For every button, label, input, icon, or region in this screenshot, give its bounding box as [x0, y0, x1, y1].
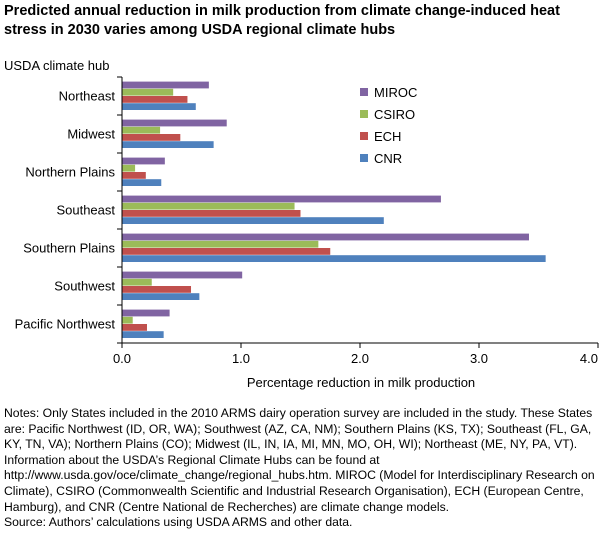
- bar-northeast-ech: [122, 96, 188, 103]
- bar-southeast-csiro: [122, 202, 295, 210]
- legend-label-ech: ECH: [374, 129, 401, 144]
- category-label-southwest: Southwest: [54, 279, 115, 294]
- bar-midwest-csiro: [122, 126, 161, 134]
- category-label-southeast: Southeast: [56, 203, 115, 218]
- bar-southern-plains-ech: [122, 248, 331, 255]
- axes-group: Northeast Midwest Northern Plains Southeast…: [15, 76, 599, 366]
- bar-southeast-miroc: [122, 195, 441, 203]
- bar-pacific-northwest-csiro: [122, 316, 133, 324]
- bar-southern-plains-cnr: [122, 255, 546, 262]
- bar-northern-plains-csiro: [122, 164, 136, 172]
- x-tick-label-1-0: 1.0: [232, 351, 250, 366]
- bar-chart: USDA climate hub Northeast Midwest Norther…: [4, 58, 599, 390]
- legend-swatch-cnr: [360, 154, 368, 162]
- category-label-midwest: Midwest: [67, 127, 115, 142]
- legend: MIROC CSIRO ECH CNR: [360, 85, 417, 166]
- legend-label-csiro: CSIRO: [374, 107, 415, 122]
- legend-label-miroc: MIROC: [374, 85, 417, 100]
- y-axis-title: USDA climate hub: [4, 58, 110, 73]
- bar-southwest-ech: [122, 286, 192, 293]
- legend-swatch-ech: [360, 132, 368, 140]
- bar-midwest-miroc: [122, 119, 227, 127]
- bar-northeast-csiro: [122, 88, 174, 96]
- bar-midwest-ech: [122, 134, 181, 141]
- legend-label-cnr: CNR: [374, 151, 402, 166]
- x-axis-title: Percentage reduction in milk production: [247, 375, 475, 390]
- bars-group: [122, 81, 546, 338]
- x-tick-label-0-0: 0.0: [113, 351, 131, 366]
- category-label-northeast: Northeast: [59, 89, 116, 104]
- legend-swatch-csiro: [360, 110, 368, 118]
- bar-southern-plains-csiro: [122, 240, 319, 248]
- chart-title: Predicted annual reduction in milk produ…: [4, 3, 560, 38]
- category-label-southern-plains: Southern Plains: [23, 241, 115, 256]
- category-label-pacific-northwest: Pacific Northwest: [15, 317, 116, 332]
- bar-northern-plains-miroc: [122, 157, 165, 165]
- bar-pacific-northwest-ech: [122, 324, 147, 331]
- bar-northeast-miroc: [122, 81, 209, 89]
- bar-southern-plains-miroc: [122, 233, 529, 241]
- bar-southwest-cnr: [122, 293, 200, 300]
- x-tick-label-2-0: 2.0: [351, 351, 369, 366]
- legend-swatch-miroc: [360, 88, 368, 96]
- source-text: Source: Authors’ calculations using USDA…: [4, 515, 353, 530]
- x-tick-label-3-0: 3.0: [470, 351, 488, 366]
- notes-block: Notes: Only States included in the 2010 …: [4, 406, 600, 531]
- bar-southeast-ech: [122, 210, 301, 217]
- bar-northern-plains-cnr: [122, 179, 162, 186]
- bar-southwest-miroc: [122, 271, 243, 279]
- bar-southwest-csiro: [122, 278, 152, 286]
- notes-text: Notes: Only States included in the 2010 …: [4, 406, 595, 514]
- bar-northern-plains-ech: [122, 172, 146, 179]
- bar-pacific-northwest-miroc: [122, 309, 170, 317]
- bar-northeast-cnr: [122, 103, 196, 110]
- category-label-northern-plains: Northern Plains: [25, 165, 115, 180]
- bar-midwest-cnr: [122, 141, 214, 148]
- x-tick-label-4-0: 4.0: [580, 351, 598, 366]
- bar-pacific-northwest-cnr: [122, 331, 164, 338]
- bar-southeast-cnr: [122, 217, 384, 224]
